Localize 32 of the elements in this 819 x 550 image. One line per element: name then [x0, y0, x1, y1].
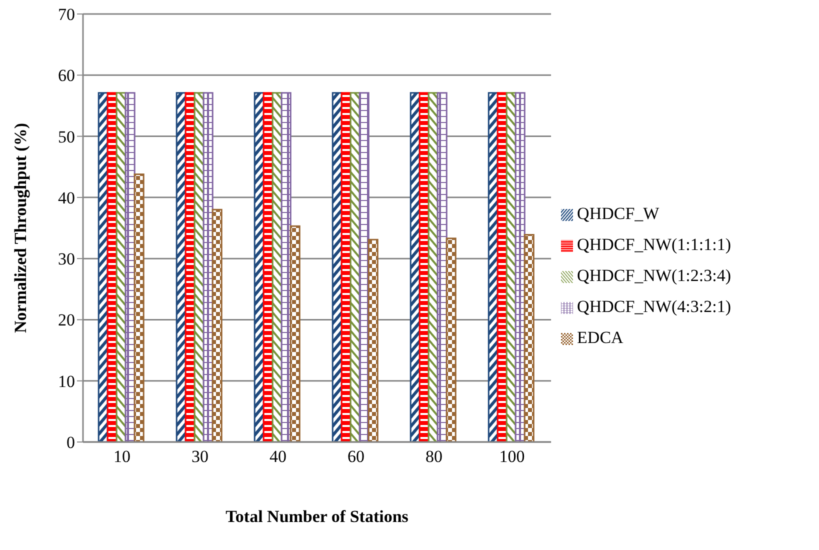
y-tick-label: 60: [58, 66, 75, 86]
bar: [524, 234, 534, 442]
y-tick-label: 70: [58, 5, 75, 24]
bar: [358, 92, 370, 442]
legend-label: QHDCF_NW(1:2:3:4): [577, 266, 731, 284]
bar: [436, 92, 448, 442]
y-tick-label: 50: [58, 127, 75, 146]
y-axis-title: Normalized Throughput (%): [11, 122, 30, 334]
x-tick-label: 100: [499, 447, 525, 466]
legend-label: QHDCF_W: [577, 204, 660, 222]
x-tick-label: 60: [348, 447, 365, 466]
bar: [212, 208, 222, 442]
bar: [514, 92, 526, 442]
x-tick-label: 80: [426, 447, 443, 466]
y-tick-label: 40: [58, 188, 75, 208]
y-tick-label: 0: [66, 433, 75, 452]
bar: [368, 238, 378, 442]
legend-label: QHDCF_NW(1:1:1:1): [577, 234, 731, 254]
x-tick-label: 40: [270, 447, 287, 466]
bar: [290, 225, 300, 442]
y-tick-label: 30: [58, 250, 75, 269]
y-tick-label: 10: [58, 372, 75, 391]
bar: [134, 173, 144, 442]
y-tick-label: 20: [58, 310, 75, 330]
bar: [202, 92, 214, 442]
x-axis-title: Total Number of Stations: [226, 507, 409, 526]
x-tick-label: 30: [192, 447, 209, 466]
bar: [446, 238, 456, 442]
legend-label: QHDCF_NW(4:3:2:1): [577, 296, 731, 316]
x-tick-label: 10: [114, 447, 131, 466]
bar: [280, 92, 292, 442]
legend-label: EDCA: [577, 328, 624, 346]
